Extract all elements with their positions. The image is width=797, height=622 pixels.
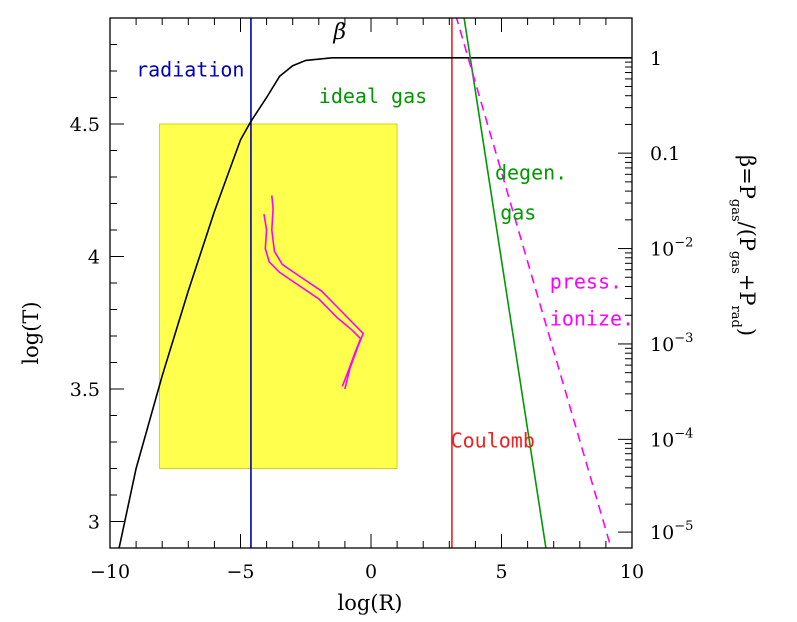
annotation-6: press. (550, 269, 622, 293)
right-tick-label: 1 (650, 48, 662, 70)
labels-layer: −10 −5 0 5 10 3 3.5 4 4.5 1 0.1 10−2 10−3 10−4 10−5 β ra… (70, 20, 694, 583)
right-label-subscript: rad (728, 306, 743, 328)
right-label-subscript: gas (728, 251, 743, 274)
right-label-subscript: gas (728, 199, 743, 222)
annotation-3: ideal gas (319, 84, 427, 108)
right-tick-exponent: −2 (674, 236, 693, 251)
right-tick-label: 10−5 (650, 519, 693, 544)
y-tick-label: 4.5 (70, 114, 100, 136)
right-tick-label: 10−4 (650, 426, 693, 451)
right-tick-label: 10−2 (650, 236, 693, 261)
series-line-3 (455, 18, 612, 548)
annotation-1: β (332, 20, 346, 45)
x-tick-label: 10 (620, 561, 644, 583)
right-tick-label: 0.1 (650, 143, 680, 165)
y-tick-label: 3 (88, 512, 100, 534)
right-label-part: /(P (735, 222, 759, 251)
annotation-4: degen. (495, 161, 567, 185)
series-line-2 (463, 18, 547, 548)
ticks-layer (109, 17, 633, 549)
x-tick-label: −10 (90, 561, 130, 583)
right-label-part: +P (735, 274, 759, 306)
annotation-8: Coulomb (451, 428, 535, 452)
right-tick-label: 10−3 (650, 331, 693, 356)
x-axis-label: log(R) (338, 591, 403, 615)
series-line-1 (118, 57, 632, 548)
series-line-5 (263, 213, 362, 387)
annotation-5: gas (500, 200, 536, 224)
right-axis-label: β=Pgas/(Pgas+Prad) (728, 155, 759, 336)
y-axis-label: log(T) (19, 301, 43, 364)
right-tick-exponent: −3 (674, 331, 693, 346)
right-tick-exponent: −4 (674, 426, 693, 441)
right-label-part: ) (735, 328, 759, 336)
annotation-7: ionize. (550, 306, 634, 330)
x-tick-label: 0 (365, 561, 377, 583)
annotation-2: radiation (136, 57, 244, 81)
lines-layer (118, 18, 632, 548)
right-tick-exponent: −5 (674, 519, 693, 534)
region-layer (159, 123, 398, 469)
x-tick-label: −5 (226, 561, 254, 583)
y-tick-label: 4 (88, 247, 100, 269)
y-tick-label: 3.5 (70, 379, 100, 401)
right-label-part: β=P (735, 155, 759, 199)
highlight-region (159, 123, 398, 469)
x-tick-label: 5 (495, 561, 507, 583)
